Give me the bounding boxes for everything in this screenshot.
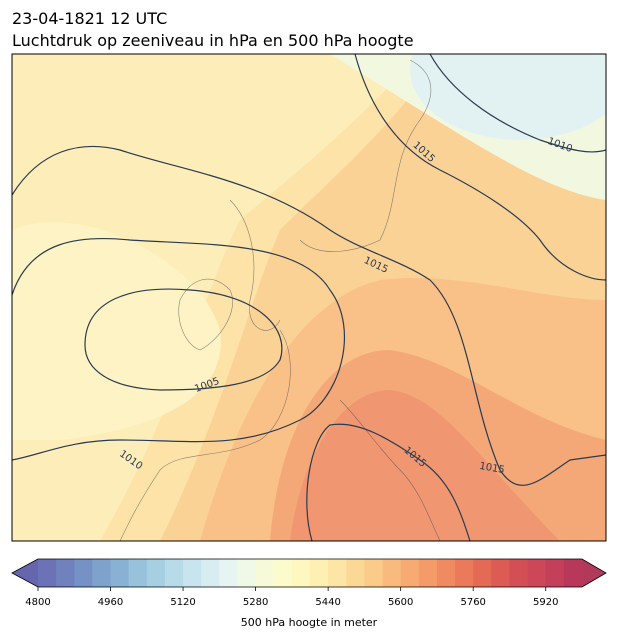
colorbar-segment xyxy=(491,559,510,587)
colorbar-under xyxy=(12,559,38,587)
colorbar-tick-label: 5280 xyxy=(243,597,268,608)
colorbar-segment xyxy=(146,559,166,587)
colorbar-segment xyxy=(273,559,293,587)
colorbar-segment xyxy=(74,559,93,587)
colorbar-tick-label: 5920 xyxy=(533,597,558,608)
colorbar-segment xyxy=(56,559,75,587)
colorbar-label: 500 hPa hoogte in meter xyxy=(241,616,378,629)
colorbar-segment xyxy=(382,559,402,587)
colorbar-segment xyxy=(364,559,384,587)
colorbar-segment xyxy=(436,559,456,587)
colorbar-segment xyxy=(400,559,420,587)
subtitle: Luchtdruk op zeeniveau in hPa en 500 hPa… xyxy=(12,31,414,50)
colorbar-segment xyxy=(418,559,438,587)
colorbar-segment xyxy=(38,559,57,587)
colorbar-segment xyxy=(328,559,347,587)
colorbar-segment xyxy=(237,559,257,587)
colorbar-segment xyxy=(201,559,220,587)
colorbar-over xyxy=(582,559,606,587)
map xyxy=(12,54,606,541)
colorbar-tick-label: 5440 xyxy=(315,597,340,608)
colorbar-segment xyxy=(527,559,547,587)
colorbar-segment xyxy=(509,559,529,587)
colorbar-segment xyxy=(473,559,492,587)
colorbar-tick-label: 5120 xyxy=(170,597,195,608)
colorbar-outline xyxy=(11,558,607,588)
colorbar-segment xyxy=(310,559,329,587)
colorbar-segment xyxy=(563,559,583,587)
colorbar-segment xyxy=(346,559,365,587)
contour-label: 1015 xyxy=(478,461,505,476)
colorbar-segment xyxy=(545,559,565,587)
map-frame xyxy=(11,53,607,542)
colorbar-segment xyxy=(219,559,238,587)
colorbar-segment xyxy=(183,559,202,587)
colorbar-segment xyxy=(110,559,130,587)
colorbar-segment xyxy=(255,559,275,587)
colorbar-segment xyxy=(164,559,184,587)
colorbar-tick-label: 5760 xyxy=(460,597,485,608)
colorbar-segment xyxy=(92,559,112,587)
colorbar-segment xyxy=(128,559,148,587)
colorbar-segment xyxy=(291,559,311,587)
title: 23-04-1821 12 UTC xyxy=(12,9,167,28)
colorbar-tick-label: 4960 xyxy=(98,597,123,608)
colorbar-segment xyxy=(455,559,474,587)
colorbar-tick-label: 4800 xyxy=(25,597,50,608)
colorbar-tick-label: 5600 xyxy=(388,597,413,608)
